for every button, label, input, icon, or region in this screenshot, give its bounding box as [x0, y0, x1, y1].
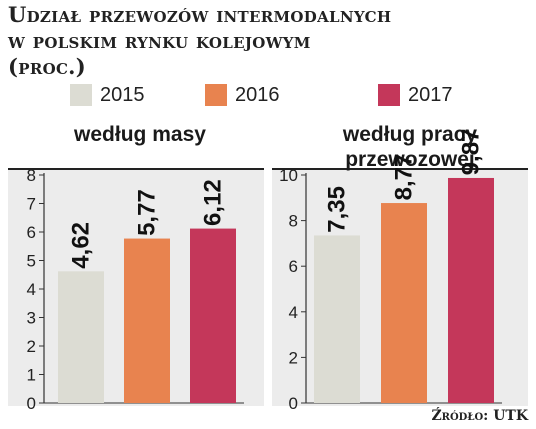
title-line-3: (proc.) [8, 54, 87, 79]
legend-item-2016: 2016 [205, 84, 280, 106]
chart-title: Udział przewozów intermodalnych w polski… [8, 2, 391, 80]
value-label-work-2016: 8,77 [391, 154, 418, 201]
y-tick-label-mass-7: 7 [27, 195, 36, 214]
title-line-2: w polskim rynku kolejowym [8, 28, 311, 53]
legend-swatch-2017 [378, 84, 400, 106]
source-note: Źródło: UTK [431, 408, 528, 424]
y-tick-label-work-2: 4 [289, 303, 298, 322]
y-tick-label-work-0: 0 [289, 394, 298, 413]
value-label-mass-2016: 5,77 [134, 189, 161, 236]
y-tick-label-mass-2: 2 [27, 337, 36, 356]
legend-item-2017: 2017 [378, 84, 453, 106]
y-tick-label-mass-0: 0 [27, 394, 36, 413]
value-label-work-2015: 7,35 [324, 186, 351, 233]
bar-mass-2017 [190, 228, 236, 403]
legend-swatch-2016 [205, 84, 227, 106]
value-label-mass-2015: 4,62 [68, 222, 95, 269]
y-tick-label-mass-5: 5 [27, 252, 36, 271]
legend-swatch-2015 [70, 84, 92, 106]
legend-label-2017: 2017 [408, 83, 453, 106]
y-tick-label-work-4: 8 [289, 212, 298, 231]
chart-mass-title: według masy [74, 123, 206, 146]
legend-label-2016: 2016 [235, 83, 280, 106]
y-tick-label-mass-3: 3 [27, 309, 36, 328]
y-tick-label-mass-1: 1 [27, 366, 36, 385]
chart-work-title: według pracy przewozowej [342, 123, 478, 171]
y-tick-label-mass-6: 6 [27, 223, 36, 242]
value-label-mass-2017: 6,12 [200, 179, 227, 226]
title-line-1: Udział przewozów intermodalnych [8, 2, 392, 27]
y-tick-label-work-5: 10 [279, 166, 298, 185]
y-tick-label-mass-4: 4 [27, 280, 36, 299]
value-label-work-2017: 9,87 [458, 129, 485, 176]
bar-work-2017 [448, 177, 494, 403]
bar-mass-2016 [124, 238, 170, 403]
y-tick-label-work-3: 6 [289, 257, 298, 276]
bar-work-2015 [314, 235, 360, 403]
y-tick-label-mass-8: 8 [27, 166, 36, 185]
y-tick-label-work-1: 2 [289, 348, 298, 367]
bar-mass-2015 [58, 271, 104, 403]
legend-label-2015: 2015 [100, 83, 145, 106]
bar-work-2016 [381, 203, 427, 403]
legend-item-2015: 2015 [70, 84, 145, 106]
